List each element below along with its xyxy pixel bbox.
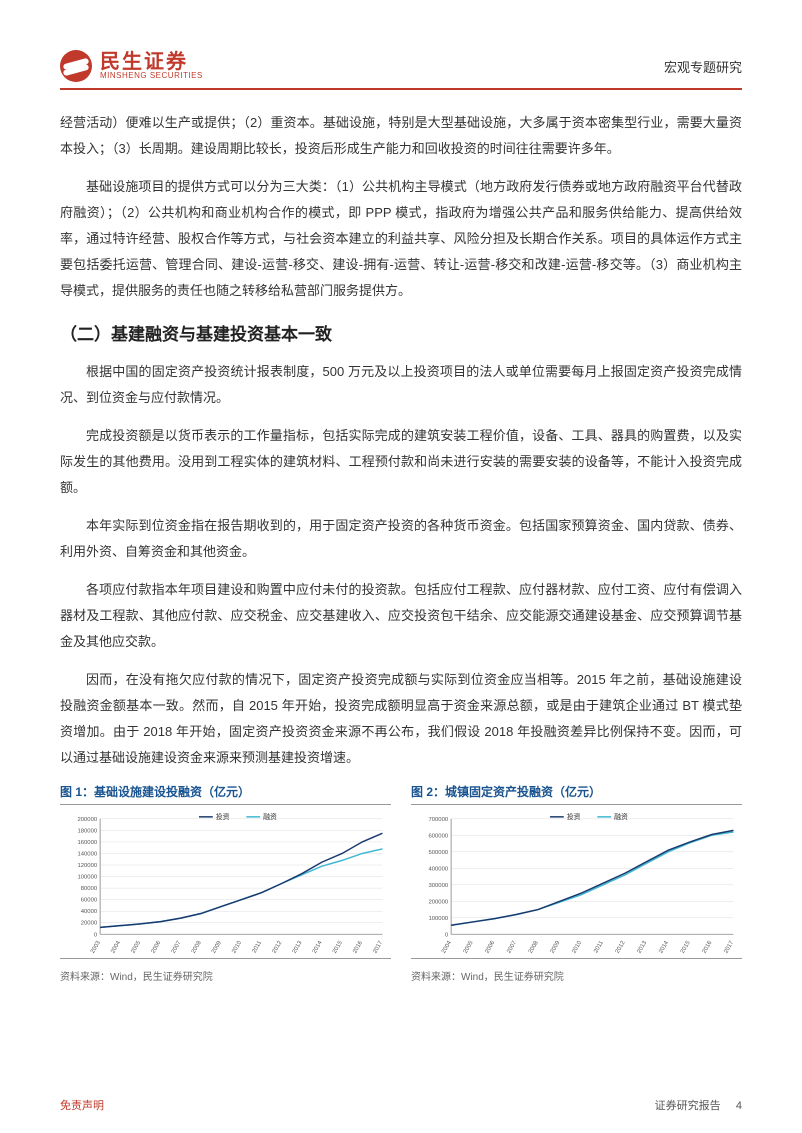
document-page: 民生证券 MINSHENG SECURITIES 宏观专题研究 经营活动）便难以…: [0, 0, 802, 1133]
logo-icon: [60, 50, 92, 82]
chart-canvas: 0 20000 40000 60000 80000 100000 120000 140000 1…: [60, 804, 391, 959]
footer-label: 证券研究报告: [655, 1100, 721, 1112]
svg-text:500000: 500000: [428, 850, 448, 856]
svg-text:100000: 100000: [428, 916, 448, 922]
svg-text:2016: 2016: [702, 940, 714, 955]
logo-text-cn: 民生证券: [100, 52, 203, 72]
page-number: 4: [736, 1100, 742, 1112]
svg-text:投资: 投资: [567, 812, 581, 821]
svg-text:2011: 2011: [252, 940, 264, 954]
svg-text:融资: 融资: [614, 812, 628, 821]
header-category: 宏观专题研究: [664, 57, 742, 76]
svg-text:2014: 2014: [658, 940, 670, 955]
svg-text:2006: 2006: [485, 940, 497, 955]
svg-text:700000: 700000: [428, 817, 448, 823]
svg-text:2004: 2004: [441, 940, 453, 955]
svg-text:2008: 2008: [191, 940, 203, 955]
svg-text:融资: 融资: [263, 812, 277, 821]
paragraph: 完成投资额是以货币表示的工作量指标，包括实际完成的建筑安装工程价值，设备、工具、…: [60, 423, 742, 501]
footer-disclaimer: 免责声明: [60, 1097, 104, 1113]
svg-text:2012: 2012: [615, 940, 627, 954]
svg-text:2007: 2007: [171, 940, 183, 954]
svg-text:2006: 2006: [151, 940, 163, 955]
section-heading: （二）基建融资与基建投资基本一致: [60, 320, 742, 345]
svg-text:2014: 2014: [312, 940, 324, 955]
svg-text:2015: 2015: [680, 940, 692, 955]
svg-text:2007: 2007: [506, 940, 518, 954]
chart-1: 图 1：基础设施建设投融资（亿元） 0 20000 40000 60000 80000 1…: [60, 783, 391, 983]
paragraph: 根据中国的固定资产投资统计报表制度，500 万元及以上投资项目的法人或单位需要每…: [60, 359, 742, 411]
svg-text:20000: 20000: [81, 921, 98, 927]
chart-title: 图 1：基础设施建设投融资（亿元）: [60, 783, 391, 800]
svg-text:2013: 2013: [292, 940, 304, 955]
svg-text:140000: 140000: [77, 851, 97, 857]
paragraph: 经营活动）便难以生产或提供；（2）重资本。基础设施，特别是大型基础设施，大多属于…: [60, 110, 742, 162]
chart-title: 图 2：城镇固定资产投融资（亿元）: [411, 783, 742, 800]
svg-text:2011: 2011: [593, 940, 605, 954]
paragraph: 基础设施项目的提供方式可以分为三大类：（1）公共机构主导模式（地方政府发行债券或…: [60, 174, 742, 304]
company-logo: 民生证券 MINSHENG SECURITIES: [60, 50, 203, 82]
svg-text:2017: 2017: [723, 940, 735, 954]
svg-text:300000: 300000: [428, 883, 448, 889]
paragraph: 各项应付款指本年项目建设和购置中应付未付的投资款。包括应付工程款、应付器材款、应…: [60, 577, 742, 655]
chart-2: 图 2：城镇固定资产投融资（亿元） 0 100000 200000 300000 400…: [411, 783, 742, 983]
chart-canvas: 0 100000 200000 300000 400000 500000 600000 700…: [411, 804, 742, 959]
svg-text:2005: 2005: [130, 940, 142, 955]
page-footer: 免责声明 证券研究报告 4: [0, 1097, 802, 1113]
svg-text:80000: 80000: [81, 886, 98, 892]
svg-text:40000: 40000: [81, 909, 98, 915]
page-header: 民生证券 MINSHENG SECURITIES 宏观专题研究: [60, 50, 742, 90]
svg-text:2003: 2003: [90, 940, 102, 955]
svg-text:2010: 2010: [571, 940, 583, 955]
svg-text:0: 0: [445, 932, 449, 938]
svg-text:60000: 60000: [81, 898, 98, 904]
svg-text:100000: 100000: [77, 875, 97, 881]
svg-text:2008: 2008: [528, 940, 540, 955]
svg-text:2009: 2009: [211, 940, 223, 954]
svg-text:投资: 投资: [216, 812, 230, 821]
svg-text:2013: 2013: [637, 940, 649, 955]
svg-text:160000: 160000: [77, 840, 97, 846]
svg-text:2015: 2015: [332, 940, 344, 955]
svg-text:2012: 2012: [272, 940, 284, 954]
svg-text:2009: 2009: [550, 940, 562, 954]
svg-text:600000: 600000: [428, 833, 448, 839]
footer-right: 证券研究报告 4: [655, 1097, 742, 1113]
svg-text:2010: 2010: [231, 940, 243, 955]
svg-text:200000: 200000: [428, 899, 448, 905]
svg-text:2004: 2004: [110, 940, 122, 955]
chart-source: 资料来源：Wind，民生证券研究院: [411, 968, 742, 983]
charts-container: 图 1：基础设施建设投融资（亿元） 0 20000 40000 60000 80000 1…: [60, 783, 742, 983]
svg-text:400000: 400000: [428, 866, 448, 872]
svg-text:200000: 200000: [77, 817, 97, 823]
svg-text:0: 0: [94, 932, 98, 938]
paragraph: 本年实际到位资金指在报告期收到的，用于固定资产投资的各种货币资金。包括国家预算资…: [60, 513, 742, 565]
svg-text:2016: 2016: [352, 940, 364, 955]
paragraph: 因而，在没有拖欠应付款的情况下，固定资产投资完成额与实际到位资金应当相等。201…: [60, 667, 742, 771]
svg-text:180000: 180000: [77, 828, 97, 834]
chart-source: 资料来源：Wind，民生证券研究院: [60, 968, 391, 983]
logo-text-en: MINSHENG SECURITIES: [100, 72, 203, 80]
svg-text:120000: 120000: [77, 863, 97, 869]
svg-text:2005: 2005: [463, 940, 475, 955]
svg-text:2017: 2017: [372, 940, 384, 954]
